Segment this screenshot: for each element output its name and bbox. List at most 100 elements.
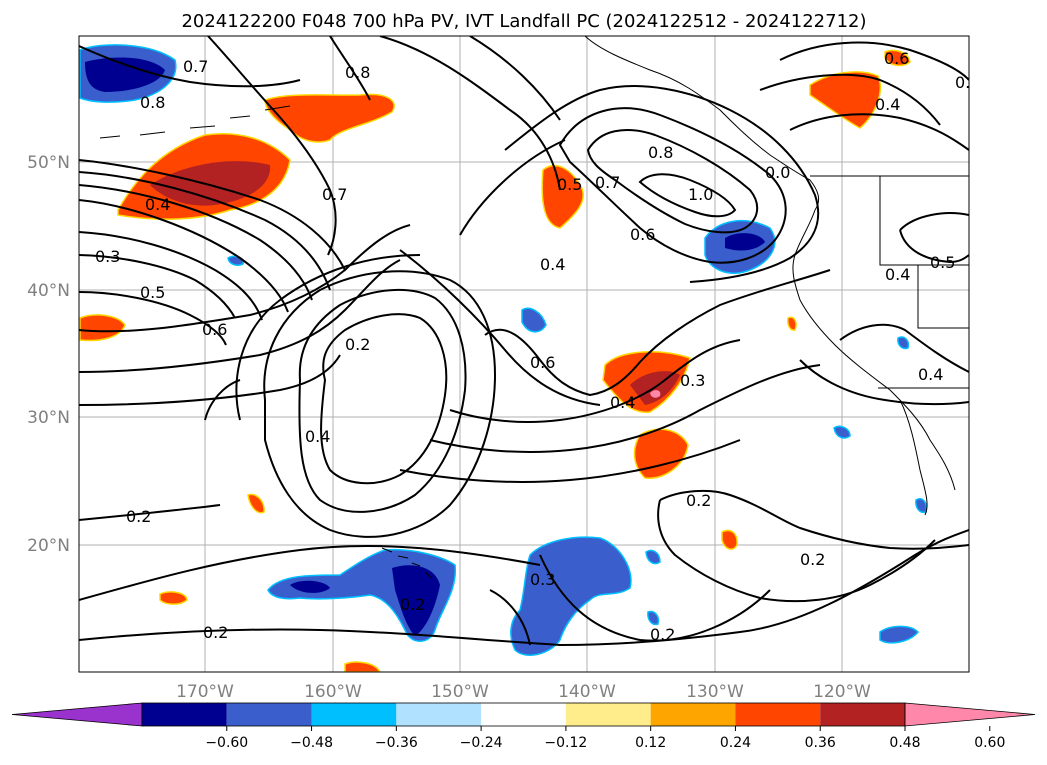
pv-contour [79, 45, 301, 88]
negative-anomaly-region [725, 233, 765, 251]
negative-anomaly-region [521, 307, 547, 333]
colorbar: −0.60 −0.48 −0.36 −0.24 −0.12 0.12 0.24 0.36 0.4… [11, 702, 1036, 751]
colorbar-segment [311, 703, 397, 726]
pv-contour [79, 184, 313, 301]
colorbar-segment [142, 703, 227, 726]
lat-label: 30°N [27, 408, 70, 428]
positive-anomaly-region [884, 49, 911, 67]
map-title: 2024122200 F048 700 hPa PV, IVT Landfall… [181, 11, 866, 32]
negative-anomaly-region [879, 625, 920, 644]
pv-contour [759, 73, 941, 126]
pv-contour [79, 259, 401, 373]
pv-contour [779, 41, 969, 81]
negative-anomaly-region [85, 57, 165, 92]
contour-label: 0.4 [145, 195, 170, 214]
contour-label: 0.4 [305, 427, 330, 446]
coastline-aleutians [99, 105, 291, 139]
positive-anomaly-region [159, 591, 188, 605]
pv-contour [586, 129, 759, 234]
positive-anomaly-region [787, 316, 797, 331]
contour-label: 1.0 [688, 185, 713, 204]
pv-contour [789, 113, 969, 151]
map-area [79, 36, 969, 672]
positive-anomaly-region [541, 164, 584, 229]
lon-label: 120°W [813, 682, 871, 702]
contour-label: 0.7 [322, 185, 347, 204]
pv-contour [79, 504, 221, 521]
contour-label: 0.2 [800, 550, 825, 569]
positive-anomaly-region [721, 529, 738, 550]
state-border [879, 176, 969, 266]
map-frame [78, 35, 970, 673]
contour-label: 0.8 [140, 93, 165, 112]
pv-contour [469, 36, 561, 121]
pv-contour [79, 254, 236, 319]
negative-anomaly-region [647, 610, 660, 626]
colorbar-ticks: −0.60 −0.48 −0.36 −0.24 −0.12 0.12 0.24 0.36 0.4… [205, 726, 1005, 751]
contour-label: 0.2 [203, 623, 228, 642]
hawaii-islands [381, 547, 433, 579]
pv-contour [558, 107, 787, 264]
negative-anomaly-region [645, 549, 661, 565]
contour-label: 0.6 [202, 320, 227, 339]
positive-anomaly-region [344, 661, 381, 672]
pv-contour [329, 36, 371, 101]
colorbar-segment [226, 703, 312, 726]
pv-contour [659, 489, 969, 550]
pv-contour [79, 231, 263, 321]
pv-contour [429, 364, 821, 453]
contour-label: 0.2 [400, 595, 425, 614]
pv-contour [449, 339, 741, 423]
pv-contour [263, 270, 497, 538]
pv-contour [207, 36, 337, 256]
contour-label: 0.0 [765, 163, 790, 182]
pv-contour [459, 139, 566, 236]
colorbar-segment [820, 703, 905, 726]
contour-label: 0.4 [885, 265, 910, 284]
contour-label: 0.2 [126, 507, 151, 526]
lat-label: 40°N [27, 281, 70, 301]
pv-contour [399, 249, 601, 406]
negative-anomaly-region [897, 336, 910, 350]
contour-label: 0.6 [630, 225, 655, 244]
pv-contour [79, 545, 541, 601]
contour-label: 0.4 [610, 393, 635, 412]
pv-contour [489, 589, 531, 646]
colorbar-tick-label: −0.24 [460, 735, 503, 751]
negative-anomaly-region [290, 580, 330, 593]
pv-contour [79, 529, 969, 647]
pv-contour [899, 212, 969, 231]
colorbar-tick-label: −0.12 [544, 735, 587, 751]
pv-contours [79, 36, 969, 647]
latitude-axis: 50°N 40°N 30°N 20°N [27, 153, 70, 556]
contour-label: 0.2 [686, 491, 711, 510]
pv-contour [399, 439, 741, 483]
coastline-alaska [584, 36, 820, 211]
pv-contour [379, 36, 561, 191]
pv-contour [79, 199, 289, 313]
colorbar-segments [11, 702, 1036, 727]
colorbar-segment [396, 703, 482, 726]
colorbar-tick-label: −0.36 [375, 735, 418, 751]
coastline-baja [899, 399, 928, 516]
pv-contour [298, 289, 467, 513]
colorbar-outline [141, 702, 906, 727]
colorbar-segment [735, 703, 821, 726]
contour-label: 0.4 [875, 95, 900, 114]
positive-anomaly-region [633, 428, 689, 479]
colorbar-tick-label: 0.12 [635, 735, 666, 751]
contour-label: 0.5 [557, 175, 582, 194]
contour-labels: 0.7 0.8 0.8 0.4 0.3 0.5 0.6 0.7 0.2 0.4 … [95, 49, 969, 644]
colorbar-tick-label: −0.60 [205, 735, 248, 751]
pv-contour [504, 85, 820, 283]
lon-label: 140°W [558, 682, 616, 702]
colorbar-tick-label: 0.24 [720, 735, 751, 751]
contour-label: 0.8 [648, 143, 673, 162]
colorbar-segment [650, 703, 736, 726]
negative-anomaly-region [833, 425, 851, 439]
pv-contour [539, 554, 771, 642]
contour-label: 0.6 [884, 49, 909, 68]
pv-contour [484, 269, 831, 397]
lon-label: 130°W [686, 682, 744, 702]
colorbar-segment [481, 703, 566, 726]
